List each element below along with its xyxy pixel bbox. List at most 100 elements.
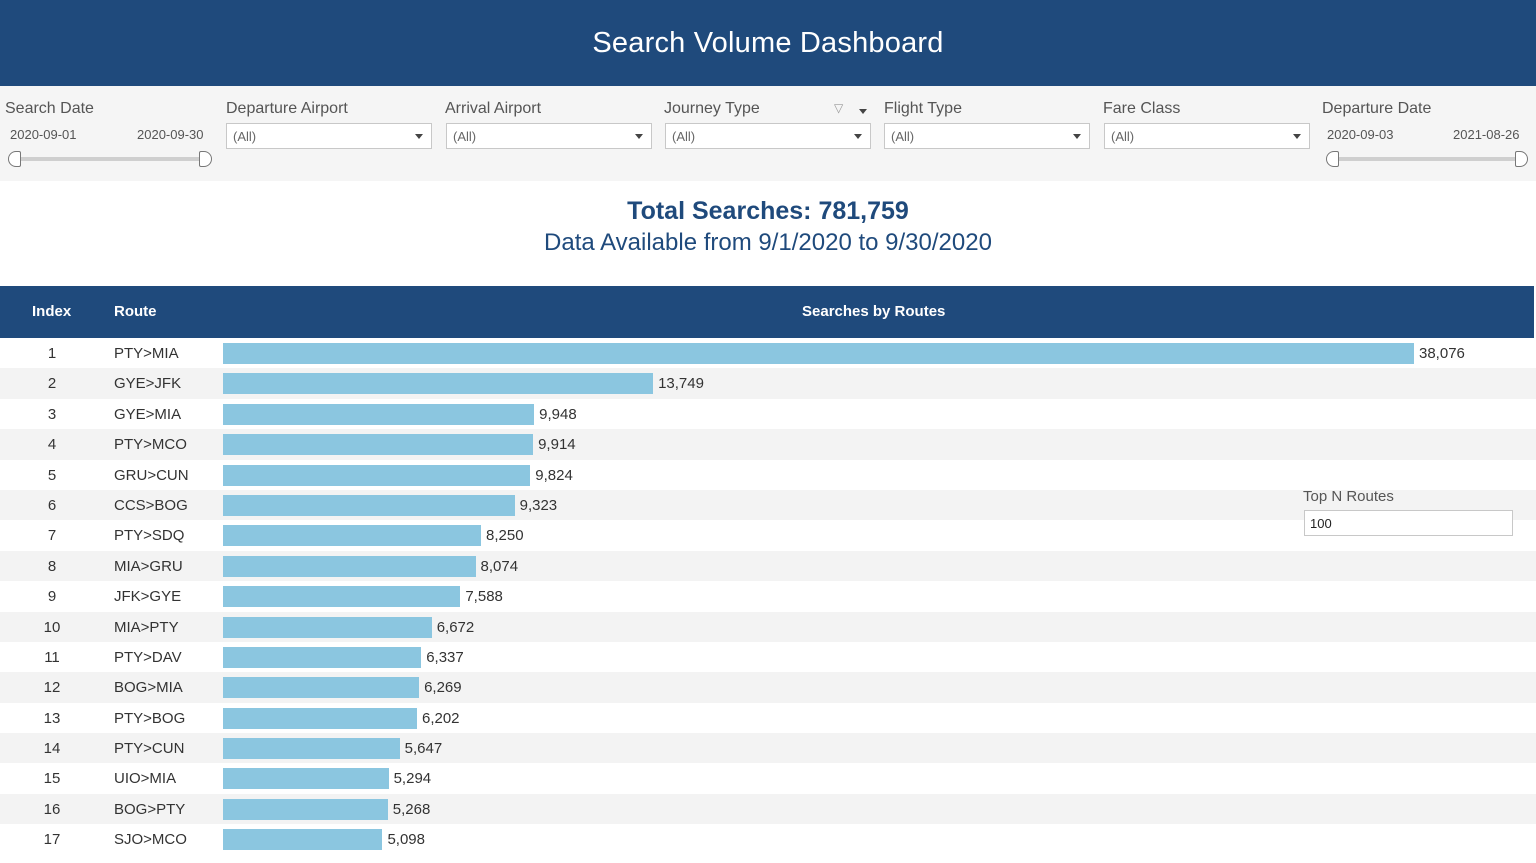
departure-date-start-handle[interactable]: [1326, 151, 1339, 167]
row-index: 13: [43, 709, 61, 727]
arrival-airport-value: (All): [453, 129, 477, 144]
table-row[interactable]: 11 PTY>DAV 6,337: [0, 642, 1536, 672]
search-date-label: Search Date: [5, 100, 94, 117]
arrival-airport-select[interactable]: (All): [446, 123, 652, 149]
bar-value-label: 6,337: [426, 648, 464, 666]
chevron-down-icon: [415, 134, 423, 139]
row-index: 5: [47, 466, 57, 484]
table-row[interactable]: 17 SJO>MCO 5,098: [0, 824, 1536, 854]
route-rows: 1 PTY>MIA 38,076 2 GYE>JFK 13,749 3 GYE>MIA 9,94…: [0, 338, 1536, 855]
route-bar[interactable]: [223, 464, 531, 486]
bar-value-label: 5,294: [393, 770, 432, 788]
table-row[interactable]: 2 GYE>JFK 13,749: [0, 368, 1536, 399]
route-bar[interactable]: [223, 373, 654, 395]
total-searches: Total Searches: 781,759: [627, 197, 909, 225]
table-row[interactable]: 7 PTY>SDQ 8,250: [0, 520, 1536, 550]
departure-airport-filter: Departure Airport: [226, 100, 348, 120]
table-row[interactable]: 3 GYE>MIA 9,948: [0, 399, 1536, 429]
chevron-down-icon: [854, 134, 862, 139]
bar-value-label: 8,250: [486, 527, 524, 545]
bar-value-label: 5,098: [387, 831, 425, 849]
search-date-start: 2020-09-01: [10, 127, 77, 142]
flight-type-filter: Flight Type: [884, 100, 962, 120]
row-index: 12: [43, 679, 61, 697]
fare-class-filter: Fare Class: [1103, 100, 1180, 120]
table-row[interactable]: 8 MIA>GRU 8,074: [0, 550, 1536, 582]
departure-date-label: Departure Date: [1322, 100, 1432, 117]
departure-date-start: 2020-09-03: [1327, 127, 1394, 142]
bar-value-label: 5,647: [404, 740, 443, 758]
row-index: 9: [47, 588, 57, 606]
journey-type-select[interactable]: (All): [665, 123, 871, 149]
summary-block: Total Searches: 781,759 Data Available f…: [0, 196, 1536, 258]
row-index: 3: [47, 405, 57, 423]
row-index: 6: [47, 496, 57, 514]
bar-value-label: 8,074: [480, 557, 519, 575]
bar-value-label: 9,323: [519, 496, 558, 514]
departure-airport-select[interactable]: (All): [226, 123, 432, 149]
row-route: PTY>BOG: [114, 709, 186, 727]
row-index: 8: [47, 557, 57, 575]
table-row[interactable]: 13 PTY>BOG 6,202: [0, 703, 1536, 733]
chevron-down-icon: [635, 134, 643, 139]
arrival-airport-label: Arrival Airport: [445, 100, 542, 117]
flight-type-select[interactable]: (All): [884, 123, 1090, 149]
table-row[interactable]: 15 UIO>MIA 5,294: [0, 763, 1536, 793]
dashboard-header: Search Volume Dashboard: [0, 0, 1536, 86]
route-bar[interactable]: [223, 494, 515, 516]
top-n-label: Top N Routes: [1303, 488, 1394, 505]
route-bar[interactable]: [223, 586, 461, 608]
row-route: SJO>MCO: [114, 831, 187, 849]
filter-bar: Search Date 2020-09-01 2020-09-30 Depart…: [0, 86, 1536, 181]
row-route: MIA>GRU: [114, 557, 183, 575]
bar-value-label: 9,914: [538, 436, 576, 454]
departure-airport-label: Departure Airport: [226, 100, 348, 117]
row-route: GRU>CUN: [114, 466, 189, 484]
search-date-end-handle[interactable]: [199, 151, 212, 167]
chevron-down-icon[interactable]: [859, 109, 867, 114]
route-bar[interactable]: [223, 829, 383, 851]
row-index: 10: [43, 618, 61, 636]
route-bar[interactable]: [223, 343, 1414, 364]
table-row[interactable]: 9 JFK>GYE 7,588: [0, 581, 1536, 611]
search-date-slider-track[interactable]: [14, 157, 210, 161]
top-n-input[interactable]: 100: [1304, 510, 1513, 536]
table-row[interactable]: 6 CCS>BOG 9,323: [0, 489, 1536, 521]
table-row[interactable]: 1 PTY>MIA 38,076: [0, 338, 1536, 368]
data-availability: Data Available from 9/1/2020 to 9/30/202…: [544, 229, 992, 256]
table-row[interactable]: 10 MIA>PTY 6,672: [0, 611, 1536, 642]
route-bar[interactable]: [223, 707, 417, 729]
table-row[interactable]: 5 GRU>CUN 9,824: [0, 460, 1536, 490]
route-bar[interactable]: [223, 738, 400, 760]
filter-icon[interactable]: ▽: [834, 101, 844, 115]
table-row[interactable]: 16 BOG>PTY 5,268: [0, 793, 1536, 825]
table-row[interactable]: 4 PTY>MCO 9,914: [0, 429, 1536, 460]
search-date-start-handle[interactable]: [8, 151, 21, 167]
route-bar[interactable]: [223, 434, 534, 456]
departure-airport-value: (All): [233, 129, 257, 144]
journey-type-label: Journey Type: [664, 100, 760, 117]
route-bar[interactable]: [223, 677, 420, 699]
row-route: PTY>MCO: [114, 436, 187, 454]
bar-value-label: 38,076: [1419, 345, 1465, 362]
table-row[interactable]: 12 BOG>MIA 6,269: [0, 672, 1536, 703]
route-bar[interactable]: [223, 798, 388, 820]
route-bar[interactable]: [223, 403, 535, 425]
chevron-down-icon: [1073, 134, 1081, 139]
route-bar[interactable]: [223, 616, 432, 638]
table-row[interactable]: 14 PTY>CUN 5,647: [0, 733, 1536, 764]
departure-date-filter: Departure Date: [1322, 100, 1431, 120]
arrival-airport-filter: Arrival Airport: [445, 100, 541, 120]
row-index: 14: [43, 740, 61, 758]
bar-value-label: 9,948: [539, 405, 577, 423]
index-column-header: Index: [32, 303, 72, 320]
route-bar[interactable]: [223, 555, 476, 577]
fare-class-select[interactable]: (All): [1104, 123, 1310, 149]
departure-date-slider-track[interactable]: [1332, 157, 1526, 161]
departure-date-end-handle[interactable]: [1515, 151, 1528, 167]
bar-value-label: 6,672: [436, 618, 475, 636]
route-column-header: Route: [114, 303, 157, 320]
route-bar[interactable]: [223, 768, 389, 790]
route-bar[interactable]: [223, 525, 482, 547]
route-bar[interactable]: [223, 646, 422, 668]
